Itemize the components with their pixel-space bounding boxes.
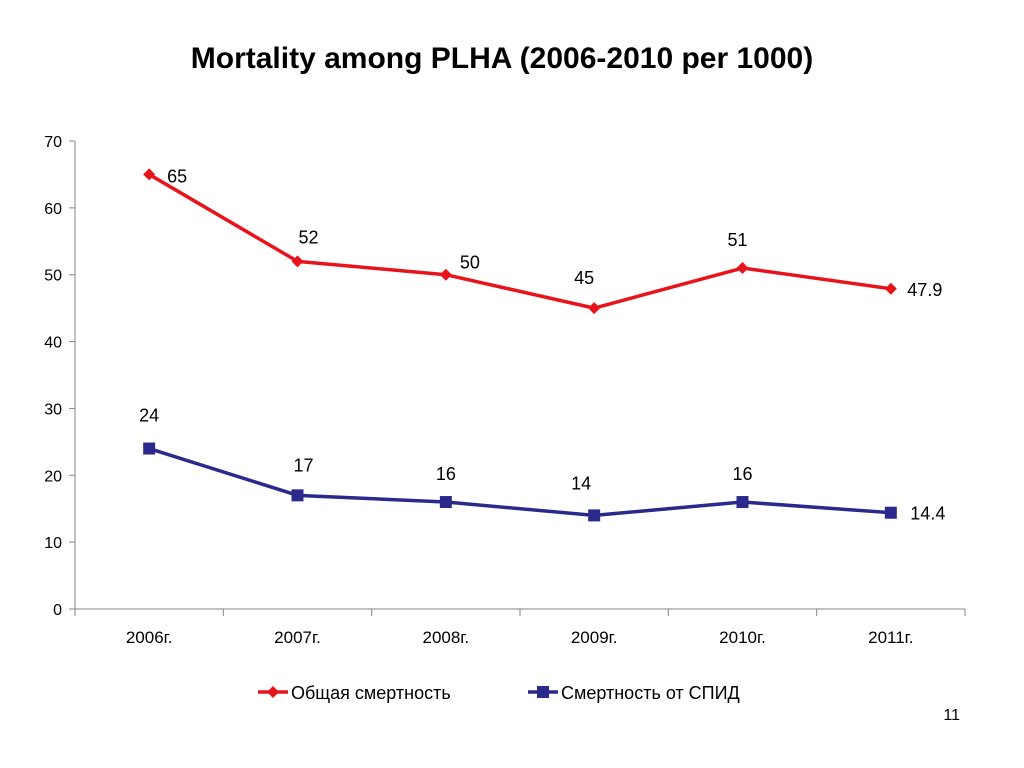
data-label: 14.4 bbox=[910, 504, 945, 524]
data-point bbox=[439, 496, 452, 509]
legend-label: Смертность от СПИД bbox=[561, 683, 740, 703]
y-tick-label: 20 bbox=[44, 468, 62, 485]
data-label: 52 bbox=[298, 227, 318, 247]
data-point bbox=[439, 268, 452, 281]
legend-label: Общая смертность bbox=[291, 683, 451, 703]
series-line bbox=[148, 446, 891, 518]
data-label: 45 bbox=[574, 268, 594, 288]
data-point bbox=[884, 506, 897, 519]
data-point bbox=[736, 262, 749, 275]
y-tick-label: 0 bbox=[53, 602, 62, 619]
data-point bbox=[143, 168, 156, 181]
x-tick-label: 2011г. bbox=[868, 628, 913, 647]
x-tick-label: 2009г. bbox=[571, 628, 618, 647]
data-label: 24 bbox=[139, 406, 159, 426]
chart-axes: 0 10 20 30 40 50 60 70 2006г. 2007г. 2008г. 2009г. 2… bbox=[44, 134, 966, 647]
legend-item: Смертность от СПИД bbox=[528, 683, 740, 703]
data-label: 51 bbox=[727, 230, 747, 250]
x-tick-label: 2006г. bbox=[126, 628, 173, 647]
data-point bbox=[588, 302, 601, 315]
data-point bbox=[588, 509, 601, 522]
data-point bbox=[143, 442, 156, 455]
data-label: 50 bbox=[460, 253, 480, 273]
legend-marker bbox=[537, 686, 549, 698]
y-tick-label: 70 bbox=[44, 134, 62, 151]
data-label: 16 bbox=[732, 464, 752, 484]
chart-title: Mortality among PLHA (2006-2010 per 1000… bbox=[190, 42, 814, 75]
data-label: 47.9 bbox=[907, 280, 942, 300]
data-label: 17 bbox=[293, 455, 313, 475]
series-line bbox=[148, 172, 892, 310]
y-tick-label: 30 bbox=[44, 401, 62, 418]
data-label: 16 bbox=[436, 464, 456, 484]
y-tick-label: 40 bbox=[44, 335, 62, 352]
series-1: 65 52 50 45 51 47.9 bbox=[143, 166, 942, 315]
page-number: 11 bbox=[943, 707, 960, 724]
legend-item: Общая смертность bbox=[258, 683, 451, 703]
series-2: 24 17 16 14 16 14.4 bbox=[139, 406, 945, 524]
data-label: 65 bbox=[167, 166, 187, 186]
y-tick-label: 50 bbox=[44, 268, 62, 285]
chart-legend: Общая смертность Смертность от СПИД bbox=[258, 683, 740, 703]
data-label: 14 bbox=[571, 473, 591, 493]
x-tick-label: 2007г. bbox=[274, 628, 321, 647]
data-point bbox=[736, 496, 749, 509]
y-tick-label: 60 bbox=[44, 201, 62, 218]
x-tick-label: 2008г. bbox=[422, 628, 469, 647]
data-point bbox=[884, 282, 897, 295]
data-point bbox=[291, 489, 304, 502]
legend-marker bbox=[267, 686, 279, 698]
data-point bbox=[291, 255, 304, 268]
y-tick-label: 10 bbox=[44, 535, 62, 552]
x-tick-label: 2010г. bbox=[719, 628, 766, 647]
chart-series: 65 52 50 45 51 47.9 24 17 16 14 16 14.4 bbox=[139, 166, 945, 523]
